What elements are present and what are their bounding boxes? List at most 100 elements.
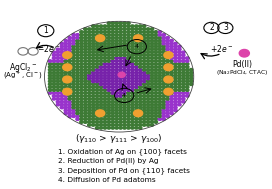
Circle shape	[76, 34, 79, 36]
Circle shape	[88, 92, 91, 94]
Circle shape	[72, 66, 75, 68]
Circle shape	[103, 28, 107, 30]
Circle shape	[88, 74, 91, 77]
Circle shape	[63, 76, 72, 83]
Circle shape	[56, 74, 60, 77]
Circle shape	[123, 36, 126, 39]
Circle shape	[150, 57, 154, 59]
Circle shape	[154, 40, 157, 42]
Circle shape	[80, 101, 83, 103]
Circle shape	[158, 77, 162, 80]
Circle shape	[95, 109, 99, 112]
Circle shape	[123, 25, 126, 27]
Circle shape	[107, 36, 110, 39]
Circle shape	[127, 127, 130, 129]
Circle shape	[178, 51, 181, 53]
Circle shape	[76, 36, 79, 39]
Circle shape	[119, 89, 122, 91]
Circle shape	[123, 63, 126, 65]
Circle shape	[103, 127, 107, 129]
Circle shape	[56, 69, 60, 71]
Circle shape	[64, 66, 67, 68]
Circle shape	[107, 54, 110, 56]
Circle shape	[84, 69, 87, 71]
Circle shape	[76, 103, 79, 106]
Circle shape	[84, 118, 87, 120]
Circle shape	[72, 80, 75, 83]
Circle shape	[170, 45, 173, 48]
Circle shape	[186, 83, 189, 85]
Circle shape	[111, 103, 115, 106]
Circle shape	[146, 118, 150, 120]
Circle shape	[127, 109, 130, 112]
Circle shape	[162, 115, 165, 118]
Circle shape	[158, 71, 162, 74]
Circle shape	[158, 92, 162, 94]
Circle shape	[123, 60, 126, 62]
Circle shape	[92, 80, 95, 83]
Circle shape	[131, 34, 134, 36]
Circle shape	[158, 118, 162, 120]
Circle shape	[143, 115, 146, 118]
Circle shape	[150, 60, 154, 62]
Circle shape	[170, 74, 173, 77]
Circle shape	[170, 92, 173, 94]
Circle shape	[170, 51, 173, 53]
Circle shape	[158, 40, 162, 42]
Circle shape	[76, 83, 79, 85]
Circle shape	[131, 60, 134, 62]
Circle shape	[99, 95, 103, 97]
Circle shape	[127, 31, 130, 33]
Circle shape	[68, 77, 71, 80]
Circle shape	[119, 74, 122, 77]
Circle shape	[174, 54, 177, 56]
Circle shape	[115, 86, 118, 88]
Circle shape	[143, 80, 146, 83]
Circle shape	[166, 115, 169, 118]
Circle shape	[123, 48, 126, 51]
Circle shape	[166, 112, 169, 115]
Circle shape	[158, 31, 162, 33]
Circle shape	[158, 86, 162, 88]
Circle shape	[135, 42, 138, 45]
Circle shape	[143, 77, 146, 80]
Circle shape	[131, 45, 134, 48]
Circle shape	[150, 112, 154, 115]
Circle shape	[68, 112, 71, 115]
Circle shape	[174, 57, 177, 59]
Circle shape	[64, 77, 67, 80]
Circle shape	[103, 89, 107, 91]
Circle shape	[123, 57, 126, 59]
Circle shape	[143, 109, 146, 112]
Circle shape	[178, 71, 181, 74]
Circle shape	[127, 48, 130, 51]
Circle shape	[182, 66, 185, 68]
Circle shape	[88, 57, 91, 59]
Circle shape	[127, 60, 130, 62]
Circle shape	[92, 74, 95, 77]
Circle shape	[119, 77, 122, 80]
Circle shape	[186, 77, 189, 80]
Circle shape	[56, 98, 60, 100]
Circle shape	[174, 42, 177, 45]
Circle shape	[107, 71, 110, 74]
Circle shape	[68, 42, 71, 45]
Circle shape	[139, 36, 142, 39]
Circle shape	[103, 42, 107, 45]
Circle shape	[115, 31, 118, 33]
Circle shape	[48, 92, 52, 94]
Circle shape	[170, 83, 173, 85]
Circle shape	[72, 98, 75, 100]
Circle shape	[60, 45, 63, 48]
Circle shape	[143, 95, 146, 97]
Circle shape	[162, 83, 165, 85]
Circle shape	[84, 86, 87, 88]
Circle shape	[143, 34, 146, 36]
Circle shape	[186, 60, 189, 62]
Circle shape	[178, 69, 181, 71]
Circle shape	[127, 83, 130, 85]
Circle shape	[52, 83, 56, 85]
Circle shape	[127, 89, 130, 91]
Circle shape	[131, 77, 134, 80]
Circle shape	[182, 89, 185, 91]
